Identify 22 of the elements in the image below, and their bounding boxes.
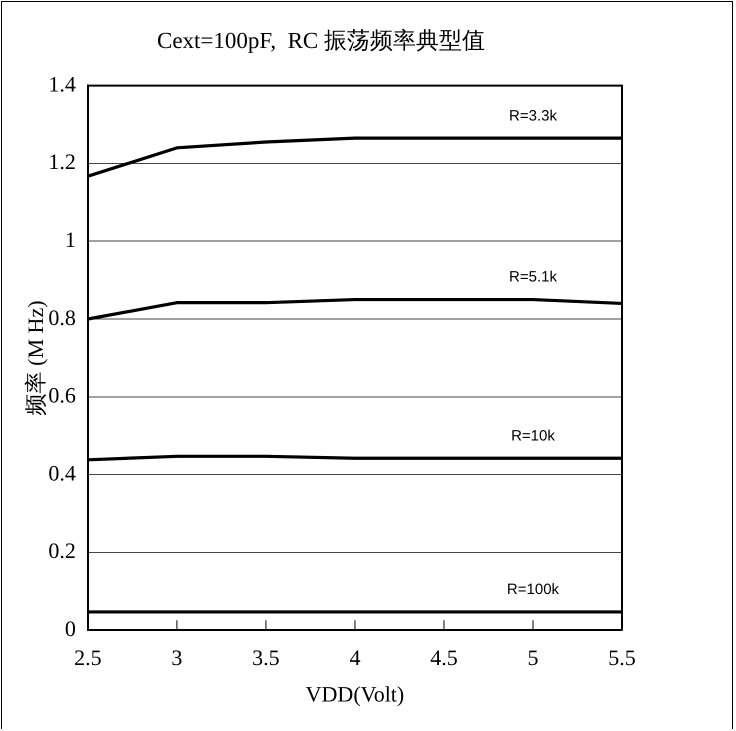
series-label: R=5.1k <box>509 268 558 286</box>
x-tick-label: 5.5 <box>608 645 636 670</box>
y-tick-label: 1.4 <box>48 71 76 96</box>
y-tick-label: 0.8 <box>48 304 76 330</box>
series-label: R=10k <box>511 427 556 444</box>
y-tick-label: 0.4 <box>48 460 76 486</box>
y-axis-title: 频率 (M Hz) <box>22 300 48 416</box>
series-label: R=3.3k <box>509 107 558 124</box>
y-tick-label: 1.2 <box>48 149 76 174</box>
y-tick-label: 0.2 <box>48 538 76 564</box>
y-tick-label: 0 <box>64 616 76 641</box>
chart-title: Cext=100pF, RC 振荡频率典型值 <box>156 28 486 53</box>
x-tick-label: 3 <box>171 645 182 670</box>
y-tick-label: 1 <box>64 226 76 252</box>
x-tick-label: 4 <box>349 645 360 670</box>
x-tick-label: 3.5 <box>252 645 280 670</box>
x-tick-label: 5 <box>527 645 538 670</box>
x-axis-title: VDD(Volt) <box>306 682 404 707</box>
x-tick-label: 2.5 <box>74 645 102 670</box>
y-tick-label: 0.6 <box>48 382 76 408</box>
series-label: R=100k <box>506 581 560 598</box>
x-tick-label: 4.5 <box>430 645 458 670</box>
